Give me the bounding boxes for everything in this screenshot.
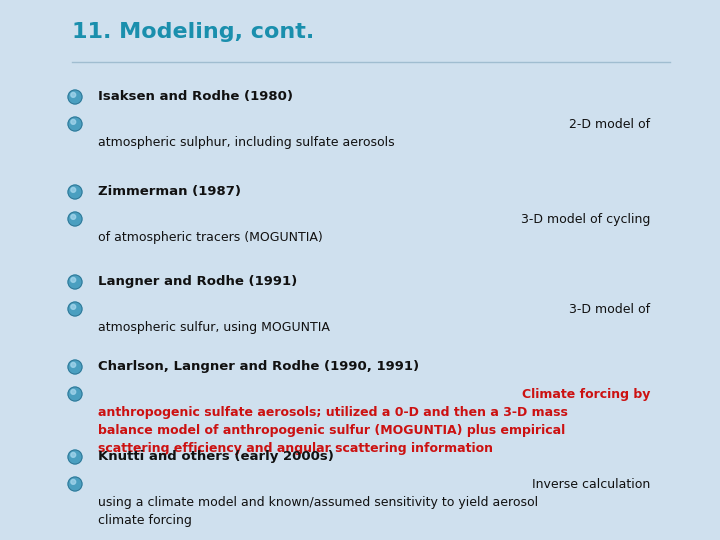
Circle shape [68,477,82,491]
Circle shape [71,278,76,282]
Text: using a climate model and known/assumed sensitivity to yield aerosol
climate for: using a climate model and known/assumed … [98,496,538,527]
Text: 3-D model of cycling: 3-D model of cycling [521,213,650,226]
Circle shape [68,90,82,104]
Text: Inverse calculation: Inverse calculation [532,478,650,491]
Text: atmospheric sulfur, using MOGUNTIA: atmospheric sulfur, using MOGUNTIA [98,321,330,334]
Circle shape [71,453,76,457]
Text: atmospheric sulphur, including sulfate aerosols: atmospheric sulphur, including sulfate a… [98,136,395,149]
Circle shape [71,480,76,484]
Text: 11. Modeling, cont.: 11. Modeling, cont. [72,22,314,42]
Circle shape [71,362,76,367]
Circle shape [71,389,76,394]
Text: of atmospheric tracers (MOGUNTIA): of atmospheric tracers (MOGUNTIA) [98,231,323,244]
Circle shape [68,212,82,226]
Text: anthropogenic sulfate aerosols; utilized a 0-D and then a 3-D mass
balance model: anthropogenic sulfate aerosols; utilized… [98,406,568,455]
Circle shape [68,450,82,464]
Circle shape [68,185,82,199]
Circle shape [71,214,76,219]
Circle shape [68,360,82,374]
Text: 3-D model of: 3-D model of [569,303,650,316]
Text: Charlson, Langner and Rodhe (1990, 1991): Charlson, Langner and Rodhe (1990, 1991) [98,360,419,373]
Text: Zimmerman (1987): Zimmerman (1987) [98,185,241,198]
Text: Langner and Rodhe (1991): Langner and Rodhe (1991) [98,275,297,288]
Text: 2-D model of: 2-D model of [569,118,650,131]
Circle shape [68,387,82,401]
Circle shape [68,302,82,316]
Circle shape [71,187,76,192]
Circle shape [68,117,82,131]
Circle shape [71,92,76,97]
Circle shape [68,275,82,289]
Text: Knutti and others (early 2000s): Knutti and others (early 2000s) [98,450,334,463]
Circle shape [71,305,76,309]
Text: Isaksen and Rodhe (1980): Isaksen and Rodhe (1980) [98,90,293,103]
Text: Climate forcing by: Climate forcing by [521,388,650,401]
Circle shape [71,119,76,124]
